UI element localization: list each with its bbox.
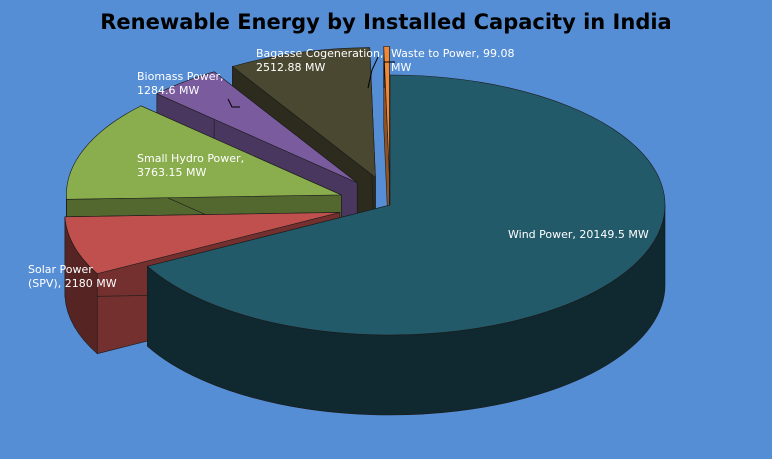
data-label-line: Wind Power, 20149.5 MW [508, 228, 649, 241]
leader-lines [227, 56, 395, 108]
data-label-bagasse-cogeneration: Bagasse Cogeneration, 2512.88 MW [256, 47, 383, 74]
data-label-biomass-power: Biomass Power, 1284.6 MW [137, 70, 224, 97]
slice-top-face [146, 74, 666, 336]
pie-slice-wind-power [146, 74, 666, 416]
data-label-line: Bagasse Cogeneration, [256, 47, 383, 60]
data-label-line: Solar Power [28, 263, 93, 276]
data-label-line: 3763.15 MW [137, 166, 206, 179]
leader-line-waste-to-power [383, 61, 395, 88]
slice-top-face [64, 212, 340, 275]
data-label-solar-power-spv: Solar Power (SPV), 2180 MW [28, 263, 117, 290]
data-label-waste-to-power: Waste to Power, 99.08 MW [391, 47, 515, 74]
chart-title: Renewable Energy by Installed Capacity i… [100, 10, 672, 34]
slice-top-face [383, 46, 390, 177]
slice-labels: Wind Power, 20149.5 MW Solar Power (SPV), … [28, 47, 649, 290]
data-label-line: Biomass Power, [137, 70, 224, 83]
slice-top-face [231, 47, 376, 179]
leader-line-bagasse-cogeneration [367, 56, 379, 89]
pie-slice-waste-to-power [383, 46, 390, 257]
slice-top-face [66, 105, 342, 200]
data-label-small-hydro-power: Small Hydro Power, 3763.15 MW [137, 152, 244, 179]
data-label-wind-power: Wind Power, 20149.5 MW [508, 228, 649, 241]
data-label-line: Waste to Power, 99.08 [391, 47, 515, 60]
data-label-line: MW [391, 61, 411, 74]
data-label-line: Small Hydro Power, [137, 152, 244, 165]
slice-top-face [156, 71, 358, 184]
data-label-line: (SPV), 2180 MW [28, 277, 117, 290]
data-label-line: 2512.88 MW [256, 61, 325, 74]
data-label-line: 1284.6 MW [137, 84, 199, 97]
leader-line-biomass-power [227, 98, 240, 108]
pie-slices [64, 46, 666, 416]
